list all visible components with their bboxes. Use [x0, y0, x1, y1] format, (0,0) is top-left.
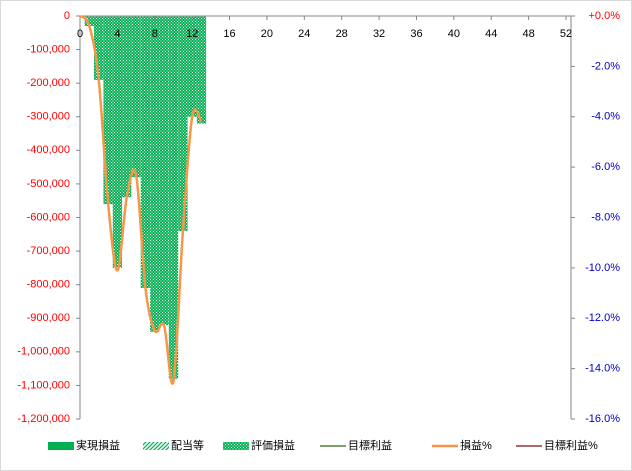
- legend-label: 配当等: [171, 438, 204, 452]
- bar: [103, 16, 113, 205]
- bar: [131, 16, 141, 178]
- y2-tick-label: -10.0%: [585, 262, 620, 274]
- bar: [84, 16, 95, 27]
- y2-tick-label: -12.0%: [585, 312, 620, 324]
- y2-tick-label: -14.0%: [585, 363, 620, 375]
- legend-item: 評価損益: [223, 438, 295, 452]
- x-tick-label: 12: [186, 28, 198, 40]
- y-tick-label: -800,000: [27, 279, 70, 291]
- x-tick-label: 40: [448, 28, 460, 40]
- bar: [140, 16, 151, 289]
- line-series: [79, 14, 203, 385]
- y-tick-label: -1,100,000: [17, 379, 70, 391]
- x-tick-label: 8: [152, 28, 158, 40]
- x-tick-label: 20: [261, 28, 273, 40]
- x-tick-label: 44: [485, 28, 497, 40]
- y-tick-label: -1,200,000: [17, 413, 70, 425]
- bar: [187, 16, 197, 117]
- legend-label: 目標利益%: [544, 438, 598, 452]
- y-tick-label: -300,000: [27, 111, 70, 123]
- y2-tick-label: -4.0%: [591, 111, 620, 123]
- y-tick-label: -500,000: [27, 178, 70, 190]
- legend-swatch: [48, 442, 74, 450]
- legend-item: 目標利益%: [516, 438, 598, 452]
- y-tick-label: -200,000: [27, 77, 70, 89]
- legend-item: 損益%: [432, 438, 492, 452]
- x-tick-label: 52: [560, 28, 572, 40]
- y-tick-label: -1,000,000: [17, 346, 70, 358]
- x-tick-label: 0: [77, 28, 83, 40]
- x-tick-label: 36: [410, 28, 422, 40]
- x-tick-label: 16: [223, 28, 235, 40]
- legend-swatch: [223, 442, 249, 450]
- bar: [112, 16, 123, 268]
- y-tick-label: -900,000: [27, 312, 70, 324]
- y2-tick-label: -2.0%: [591, 60, 620, 72]
- bar: [196, 16, 207, 124]
- legend-label: 実現損益: [76, 438, 120, 452]
- x-tick-label: 32: [373, 28, 385, 40]
- bar: [150, 16, 160, 332]
- bar: [94, 16, 104, 80]
- y2-tick-label: +0.0%: [589, 10, 621, 22]
- y-tick-label: -700,000: [27, 245, 70, 257]
- y-tick-label: 0: [64, 10, 70, 22]
- x-tick-label: 48: [522, 28, 534, 40]
- legend-item: 配当等: [143, 438, 204, 452]
- y-tick-label: -600,000: [27, 211, 70, 223]
- y-tick-label: -100,000: [27, 43, 70, 55]
- x-tick-label: 28: [336, 28, 348, 40]
- bar: [178, 16, 188, 231]
- bar: [168, 16, 179, 379]
- y2-tick-label: -16.0%: [585, 413, 620, 425]
- x-tick-label: 4: [114, 28, 120, 40]
- legend-swatch: [143, 442, 169, 450]
- legend-label: 評価損益: [251, 438, 295, 452]
- legend-item: 実現損益: [48, 438, 120, 452]
- legend-label: 目標利益: [348, 438, 392, 452]
- y2-tick-label: -8.0%: [591, 211, 620, 223]
- x-tick-label: 24: [298, 28, 310, 40]
- y2-tick-label: -6.0%: [591, 161, 620, 173]
- bar: [122, 16, 132, 198]
- bar: [159, 16, 169, 325]
- legend-item: 目標利益: [320, 438, 392, 452]
- legend-label: 損益%: [460, 438, 492, 452]
- y-tick-label: -400,000: [27, 144, 70, 156]
